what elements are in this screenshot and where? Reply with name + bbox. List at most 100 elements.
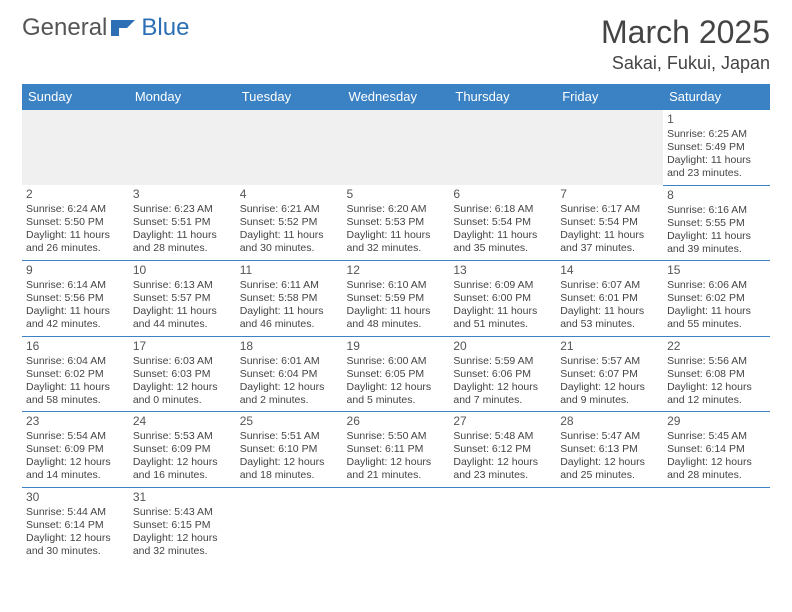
day-number: 23 (26, 414, 125, 429)
daylight-text: and 25 minutes. (560, 469, 659, 482)
daylight-text: Daylight: 12 hours (560, 456, 659, 469)
daylight-text: and 9 minutes. (560, 394, 659, 407)
day-number: 12 (347, 263, 446, 278)
weekday-header: Saturday (663, 84, 770, 110)
calendar-cell: 15Sunrise: 6:06 AMSunset: 6:02 PMDayligh… (663, 261, 770, 337)
sunset-text: Sunset: 6:02 PM (667, 292, 766, 305)
sunset-text: Sunset: 6:14 PM (667, 443, 766, 456)
daylight-text: and 35 minutes. (453, 242, 552, 255)
sunrise-text: Sunrise: 5:50 AM (347, 430, 446, 443)
sunset-text: Sunset: 5:51 PM (133, 216, 232, 229)
sunrise-text: Sunrise: 5:45 AM (667, 430, 766, 443)
calendar-cell: 2Sunrise: 6:24 AMSunset: 5:50 PMDaylight… (22, 185, 129, 261)
calendar-row: 16Sunrise: 6:04 AMSunset: 6:02 PMDayligh… (22, 336, 770, 412)
calendar-row: 2Sunrise: 6:24 AMSunset: 5:50 PMDaylight… (22, 185, 770, 261)
calendar-cell: 7Sunrise: 6:17 AMSunset: 5:54 PMDaylight… (556, 185, 663, 261)
calendar-cell: 11Sunrise: 6:11 AMSunset: 5:58 PMDayligh… (236, 261, 343, 337)
sunset-text: Sunset: 6:00 PM (453, 292, 552, 305)
sunset-text: Sunset: 5:55 PM (667, 217, 766, 230)
daylight-text: Daylight: 12 hours (133, 381, 232, 394)
weekday-header: Monday (129, 84, 236, 110)
daylight-text: and 39 minutes. (667, 243, 766, 256)
day-number: 22 (667, 339, 766, 354)
daylight-text: Daylight: 11 hours (560, 229, 659, 242)
daylight-text: Daylight: 12 hours (133, 456, 232, 469)
daylight-text: and 37 minutes. (560, 242, 659, 255)
daylight-text: and 42 minutes. (26, 318, 125, 331)
sunset-text: Sunset: 5:50 PM (26, 216, 125, 229)
sunset-text: Sunset: 6:09 PM (26, 443, 125, 456)
sunset-text: Sunset: 6:14 PM (26, 519, 125, 532)
calendar-cell (343, 487, 450, 562)
sunrise-text: Sunrise: 6:25 AM (667, 128, 766, 141)
sunrise-text: Sunrise: 6:09 AM (453, 279, 552, 292)
day-number: 8 (667, 188, 766, 203)
daylight-text: Daylight: 12 hours (26, 456, 125, 469)
day-number: 18 (240, 339, 339, 354)
sunrise-text: Sunrise: 6:16 AM (667, 204, 766, 217)
daylight-text: Daylight: 11 hours (240, 229, 339, 242)
weekday-header: Wednesday (343, 84, 450, 110)
daylight-text: Daylight: 11 hours (667, 230, 766, 243)
daylight-text: and 32 minutes. (133, 545, 232, 558)
calendar-cell: 3Sunrise: 6:23 AMSunset: 5:51 PMDaylight… (129, 185, 236, 261)
sunset-text: Sunset: 6:06 PM (453, 368, 552, 381)
sunrise-text: Sunrise: 6:01 AM (240, 355, 339, 368)
page-title: March 2025 (601, 14, 770, 51)
sunset-text: Sunset: 6:04 PM (240, 368, 339, 381)
calendar-cell: 27Sunrise: 5:48 AMSunset: 6:12 PMDayligh… (449, 412, 556, 488)
daylight-text: Daylight: 12 hours (240, 381, 339, 394)
sunset-text: Sunset: 6:09 PM (133, 443, 232, 456)
calendar-cell (663, 487, 770, 562)
calendar-cell: 29Sunrise: 5:45 AMSunset: 6:14 PMDayligh… (663, 412, 770, 488)
day-number: 5 (347, 187, 446, 202)
logo-text-blue: Blue (141, 14, 189, 42)
sunrise-text: Sunrise: 5:48 AM (453, 430, 552, 443)
sunrise-text: Sunrise: 6:11 AM (240, 279, 339, 292)
daylight-text: Daylight: 11 hours (347, 229, 446, 242)
sunrise-text: Sunrise: 5:54 AM (26, 430, 125, 443)
calendar-cell: 13Sunrise: 6:09 AMSunset: 6:00 PMDayligh… (449, 261, 556, 337)
calendar-cell: 24Sunrise: 5:53 AMSunset: 6:09 PMDayligh… (129, 412, 236, 488)
sunrise-text: Sunrise: 6:10 AM (347, 279, 446, 292)
daylight-text: Daylight: 12 hours (453, 456, 552, 469)
day-number: 1 (667, 112, 766, 127)
daylight-text: Daylight: 11 hours (133, 305, 232, 318)
sunset-text: Sunset: 5:56 PM (26, 292, 125, 305)
calendar-cell: 23Sunrise: 5:54 AMSunset: 6:09 PMDayligh… (22, 412, 129, 488)
sunrise-text: Sunrise: 6:00 AM (347, 355, 446, 368)
day-number: 15 (667, 263, 766, 278)
day-number: 7 (560, 187, 659, 202)
sunset-text: Sunset: 6:05 PM (347, 368, 446, 381)
calendar-table: Sunday Monday Tuesday Wednesday Thursday… (22, 84, 770, 562)
day-number: 31 (133, 490, 232, 505)
calendar-cell: 20Sunrise: 5:59 AMSunset: 6:06 PMDayligh… (449, 336, 556, 412)
daylight-text: Daylight: 12 hours (347, 456, 446, 469)
sunset-text: Sunset: 6:15 PM (133, 519, 232, 532)
day-number: 17 (133, 339, 232, 354)
daylight-text: and 16 minutes. (133, 469, 232, 482)
calendar-cell: 12Sunrise: 6:10 AMSunset: 5:59 PMDayligh… (343, 261, 450, 337)
calendar-cell: 6Sunrise: 6:18 AMSunset: 5:54 PMDaylight… (449, 185, 556, 261)
logo: General Blue (22, 14, 189, 42)
calendar-cell: 19Sunrise: 6:00 AMSunset: 6:05 PMDayligh… (343, 336, 450, 412)
daylight-text: Daylight: 11 hours (26, 305, 125, 318)
daylight-text: Daylight: 12 hours (560, 381, 659, 394)
sunset-text: Sunset: 5:54 PM (560, 216, 659, 229)
daylight-text: and 44 minutes. (133, 318, 232, 331)
sunrise-text: Sunrise: 5:57 AM (560, 355, 659, 368)
day-number: 10 (133, 263, 232, 278)
sunset-text: Sunset: 5:54 PM (453, 216, 552, 229)
calendar-cell: 9Sunrise: 6:14 AMSunset: 5:56 PMDaylight… (22, 261, 129, 337)
daylight-text: and 26 minutes. (26, 242, 125, 255)
sunset-text: Sunset: 5:49 PM (667, 141, 766, 154)
day-number: 24 (133, 414, 232, 429)
daylight-text: and 51 minutes. (453, 318, 552, 331)
calendar-cell: 26Sunrise: 5:50 AMSunset: 6:11 PMDayligh… (343, 412, 450, 488)
calendar-cell (556, 487, 663, 562)
day-number: 6 (453, 187, 552, 202)
sunset-text: Sunset: 6:08 PM (667, 368, 766, 381)
daylight-text: Daylight: 12 hours (453, 381, 552, 394)
daylight-text: Daylight: 12 hours (240, 456, 339, 469)
daylight-text: Daylight: 11 hours (240, 305, 339, 318)
